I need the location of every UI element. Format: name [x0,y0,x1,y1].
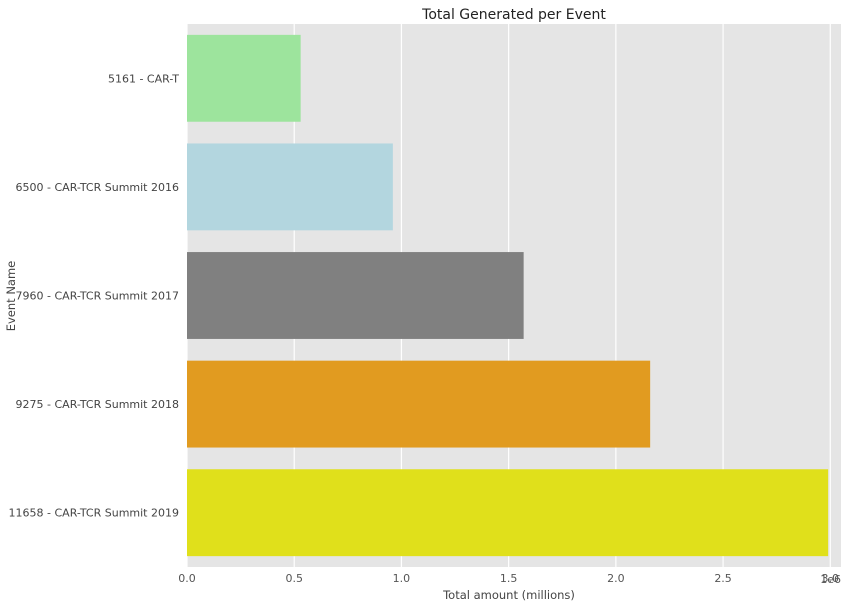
y-category-label: 11658 - CAR-TCR Summit 2019 [9,507,179,520]
y-axis-title: Event Name [4,261,18,332]
bar [187,469,829,557]
bar [187,143,393,231]
x-tick-label: 0.5 [285,572,303,585]
x-tick-label: 3.0 [822,572,840,585]
x-tick-label: 1.0 [393,572,411,585]
bar [187,34,301,122]
x-tick-label: 2.0 [607,572,625,585]
x-tick-label: 1.5 [500,572,518,585]
x-axis-title: Total amount (millions) [442,588,575,602]
y-category-label: 6500 - CAR-TCR Summit 2016 [16,181,179,194]
y-category-label: 7960 - CAR-TCR Summit 2017 [16,290,179,303]
x-tick-label: 2.5 [714,572,732,585]
bar [187,252,524,339]
x-axis-offset-label: 1e6 [820,573,841,586]
chart-title: Total Generated per Event [421,7,606,23]
y-category-label: 5161 - CAR-T [108,72,179,85]
y-axis-categories: 5161 - CAR-T 6500 - CAR-TCR Summit 2016 79… [9,72,180,519]
x-tick-label: 0.0 [178,572,196,585]
x-axis-ticks: 0.0 0.5 1.0 1.5 2.0 2.5 3.0 [178,572,839,585]
bars [187,34,829,557]
bar [187,360,651,448]
y-category-label: 9275 - CAR-TCR Summit 2018 [16,398,179,411]
